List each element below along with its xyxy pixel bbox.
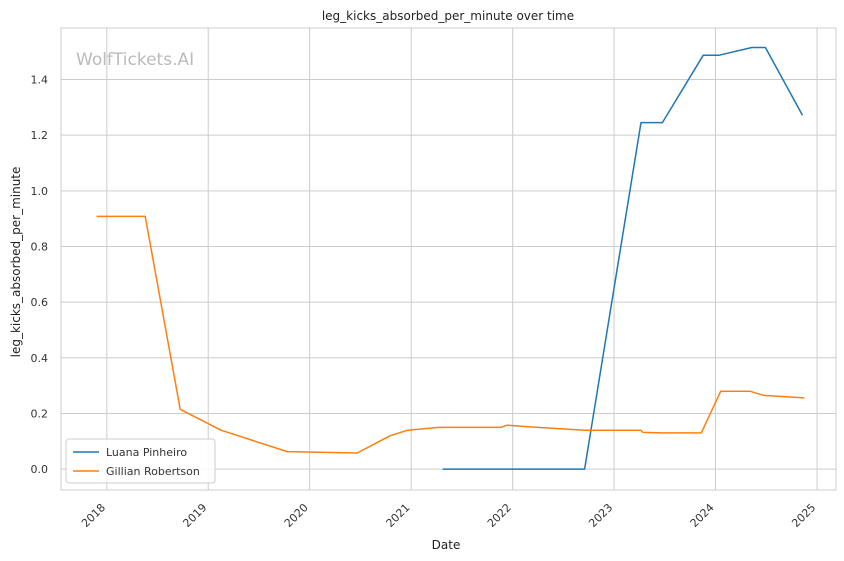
y-tick-label: 0.4 (31, 352, 49, 365)
y-axis-label: leg_kicks_absorbed_per_minute (9, 167, 23, 358)
plot-frame (60, 27, 837, 491)
chart-title: leg_kicks_absorbed_per_minute over time (322, 9, 574, 23)
legend-label-0: Luana Pinheiro (106, 446, 187, 459)
y-tick-label: 1.2 (31, 129, 49, 142)
y-tick-label: 0.2 (31, 407, 49, 420)
legend-label-1: Gillian Robertson (106, 465, 200, 478)
y-tick-label: 1.4 (31, 73, 49, 86)
watermark: WolfTickets.AI (76, 50, 194, 70)
series-line-1 (96, 215, 805, 454)
y-tick-label: 0.6 (31, 296, 49, 309)
y-tick-label: 1.0 (31, 185, 49, 198)
legend-box (65, 438, 216, 484)
y-tick-label: 0.8 (31, 240, 49, 253)
legend: Luana Pinheiro Gillian Robertson (65, 438, 216, 484)
y-tick-labels: 0.0 0.2 0.4 0.6 0.8 1.0 1.2 1.4 (31, 73, 49, 476)
series-line-0 (442, 46, 804, 470)
y-tick-label: 0.0 (31, 463, 49, 476)
x-axis-label: Date (432, 538, 461, 552)
series-lines (96, 46, 805, 470)
